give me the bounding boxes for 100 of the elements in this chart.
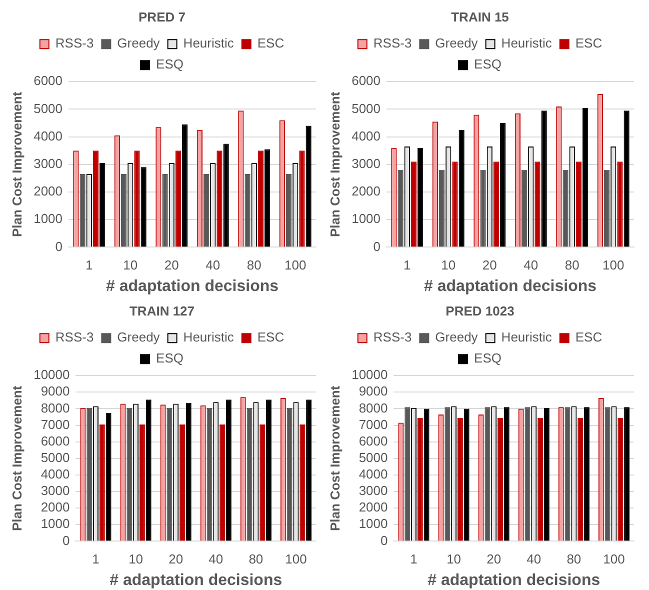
bar: [418, 148, 424, 247]
bar: [216, 150, 222, 247]
legend-label: ESQ: [474, 56, 502, 72]
x-tick-label: 80: [246, 258, 262, 273]
bar: [424, 408, 430, 541]
y-tick-label: 7000: [40, 416, 70, 432]
bar: [223, 144, 229, 247]
legend-label: RSS-3: [373, 36, 412, 51]
x-tick-label: 20: [168, 552, 184, 567]
bar: [410, 162, 417, 247]
bar: [544, 408, 550, 541]
x-tick-label: 20: [164, 258, 179, 273]
bar: [624, 110, 630, 247]
bar: [264, 149, 270, 247]
legend-label: RSS-3: [55, 330, 94, 345]
bar: [404, 407, 410, 541]
y-tick-label: 1000: [358, 516, 388, 532]
legend-label: ESC: [575, 330, 602, 345]
y-axis-title: Plan Cost Improvement: [327, 91, 342, 237]
bar: [452, 162, 458, 247]
legend-label: ESQ: [156, 56, 184, 72]
x-tick-label: 20: [486, 552, 502, 567]
bar: [146, 400, 152, 541]
legend-label: ESQ: [474, 350, 502, 366]
x-tick-label: 10: [446, 552, 462, 567]
x-axis-title: # adaptation decisions: [424, 278, 597, 295]
bar: [417, 418, 423, 541]
y-tick-label: 0: [373, 238, 381, 254]
bar: [564, 407, 570, 541]
bar: [286, 174, 292, 247]
bar: [604, 170, 610, 247]
bar: [464, 408, 470, 541]
legend-label: Greedy: [117, 36, 160, 51]
x-tick-label: 40: [524, 258, 538, 273]
legend-label: Greedy: [435, 330, 478, 345]
y-tick-label: 3000: [40, 483, 70, 498]
y-tick-label: 6000: [34, 73, 63, 88]
x-tick-label: 100: [285, 552, 307, 567]
y-tick-label: 2000: [34, 184, 63, 199]
bar: [162, 174, 168, 247]
bar: [260, 424, 266, 541]
legend-label: Heuristic: [183, 36, 234, 51]
bar: [80, 174, 86, 247]
bar: [498, 418, 503, 541]
x-axis-title: # adaptation decisions: [110, 572, 282, 589]
bar: [578, 418, 584, 541]
chart-title: PRED 7: [138, 9, 186, 24]
bar: [92, 150, 99, 247]
legend-label: Heuristic: [501, 36, 552, 51]
y-tick-label: 8000: [40, 400, 70, 416]
chart-title: TRAIN 15: [451, 9, 509, 24]
y-axis-title: Plan Cost Improvement: [9, 385, 24, 531]
bar: [203, 174, 210, 247]
y-tick-label: 7000: [358, 416, 388, 432]
y-tick-label: 4000: [352, 128, 381, 144]
legend-label: RSS-3: [373, 330, 412, 345]
y-tick-label: 1000: [40, 516, 70, 532]
legend-label: ESC: [575, 36, 602, 51]
bar: [438, 170, 445, 247]
bar: [220, 424, 226, 541]
bar: [166, 408, 172, 541]
legend-label: ESQ: [156, 350, 184, 366]
x-tick-label: 80: [248, 552, 264, 567]
y-tick-label: 5000: [358, 450, 388, 465]
y-tick-label: 6000: [40, 433, 70, 448]
y-tick-label: 2000: [352, 184, 381, 199]
x-tick-label: 10: [441, 258, 456, 273]
y-tick-label: 4000: [40, 466, 70, 482]
y-tick-label: 5000: [40, 450, 70, 465]
bar: [521, 170, 528, 247]
bar: [100, 163, 106, 247]
bar: [584, 407, 590, 541]
bar: [140, 167, 146, 247]
bar: [180, 424, 185, 541]
bar: [541, 110, 547, 247]
bar: [504, 407, 510, 541]
bar: [300, 424, 306, 541]
bar: [457, 418, 463, 541]
y-tick-label: 9000: [40, 384, 70, 399]
bar: [534, 162, 540, 247]
x-tick-label: 80: [566, 552, 582, 567]
chart-title: PRED 1023: [446, 303, 514, 318]
bar: [617, 162, 623, 247]
y-tick-label: 6000: [352, 73, 381, 88]
bar: [182, 124, 188, 247]
legend-label: ESC: [257, 36, 284, 51]
x-tick-label: 20: [482, 258, 497, 273]
bar: [480, 170, 486, 247]
bar: [582, 108, 588, 247]
y-tick-label: 5000: [34, 100, 63, 116]
y-tick-label: 8000: [358, 400, 388, 416]
x-tick-label: 40: [208, 552, 224, 567]
x-tick-label: 1: [92, 552, 100, 567]
bar: [493, 162, 500, 247]
bar: [444, 407, 450, 541]
bar: [286, 408, 292, 541]
x-tick-label: 80: [564, 258, 580, 273]
bar: [576, 162, 582, 247]
y-tick-label: 9000: [358, 384, 388, 399]
bar: [126, 408, 132, 541]
